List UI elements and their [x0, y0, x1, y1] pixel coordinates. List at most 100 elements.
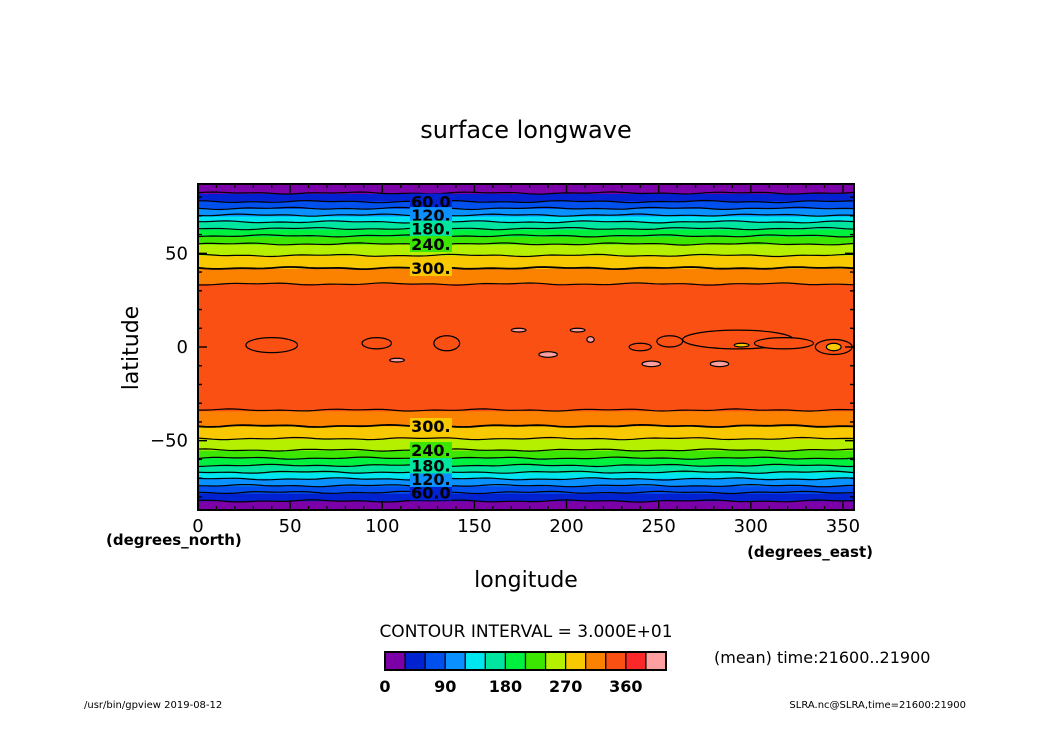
contour-300-s — [198, 423, 854, 428]
band--46 — [198, 431, 854, 434]
band--15 — [198, 373, 854, 376]
contour-label-180: 180. — [411, 220, 450, 239]
x-tick-label: 50 — [279, 516, 302, 537]
colorbar-swatch-240 — [544, 651, 567, 671]
band--76 — [198, 487, 854, 490]
band--7 — [198, 358, 854, 361]
anomaly-blob-6 — [753, 337, 815, 350]
band--20 — [198, 382, 854, 386]
band-52 — [198, 247, 854, 251]
band-76 — [198, 202, 854, 206]
footer-left: /usr/bin/gpview 2019-08-12 — [84, 700, 222, 711]
contour-label-bg — [409, 193, 452, 210]
band-83 — [198, 189, 854, 193]
band-40 — [198, 270, 854, 273]
band--8 — [198, 360, 854, 363]
band-32 — [198, 285, 854, 288]
anomaly-blob-8 — [825, 342, 842, 352]
band-24 — [198, 300, 854, 303]
x-tick-label: 350 — [826, 516, 860, 537]
contour-150-s — [198, 470, 854, 474]
anomaly-blob-2 — [433, 335, 461, 352]
colorbar-swatch-90 — [444, 651, 466, 671]
band-54 — [198, 243, 854, 247]
anomaly-blob-10 — [538, 351, 558, 358]
contour-label-300: 300. — [411, 259, 450, 278]
band--12 — [198, 367, 854, 371]
band--48 — [198, 435, 854, 438]
band--18 — [198, 378, 854, 382]
band-64 — [198, 225, 854, 228]
contour-180-n — [198, 226, 854, 231]
band--6 — [198, 356, 854, 359]
band-61 — [198, 230, 854, 234]
anomaly-blob-1 — [361, 337, 393, 350]
band-81 — [198, 193, 854, 196]
band--79 — [198, 493, 854, 496]
band-41 — [198, 268, 854, 271]
band--40 — [198, 420, 854, 423]
colorbar-swatch-30 — [404, 651, 426, 671]
band--25 — [198, 391, 854, 395]
contour-240-n — [198, 242, 854, 246]
x-tick-label: 300 — [734, 516, 768, 537]
band--22 — [198, 386, 854, 389]
band-85 — [198, 185, 854, 189]
colorbar-tick-label: 90 — [434, 677, 456, 696]
colorbar-tick-label: 180 — [489, 677, 522, 696]
band--50 — [198, 438, 854, 442]
band-11 — [198, 324, 854, 327]
contour-label-bg — [409, 207, 452, 224]
colorbar-swatch-210 — [524, 651, 547, 671]
band-0 — [198, 345, 854, 348]
x-tick-label: 150 — [457, 516, 491, 537]
band--84 — [198, 502, 854, 505]
contour-label-180: 180. — [411, 456, 450, 475]
band--3 — [198, 350, 854, 354]
band--27 — [198, 395, 854, 399]
band--19 — [198, 380, 854, 384]
band-36 — [198, 277, 854, 281]
colorbar-swatch-60 — [424, 651, 446, 671]
contour-label-120: 120. — [411, 206, 450, 225]
colorbar-swatch-120 — [464, 651, 486, 671]
band--23 — [198, 388, 854, 391]
band--38 — [198, 416, 854, 419]
contour-330-s — [198, 408, 854, 412]
x-unit-label: (degrees_east) — [747, 543, 873, 561]
band-84 — [198, 187, 854, 191]
band--55 — [198, 448, 854, 451]
contour-270-n — [198, 253, 854, 258]
band--86 — [198, 506, 854, 509]
x-axis-label: longitude — [474, 568, 578, 593]
band-39 — [198, 272, 854, 275]
contour-90-s — [198, 483, 854, 488]
contour-interval-text: CONTOUR INTERVAL = 3.000E+01 — [379, 622, 672, 642]
band-1 — [198, 343, 854, 346]
contour-60-s — [198, 490, 854, 495]
colorbar-swatch-300 — [585, 651, 607, 671]
x-tick-label: 100 — [365, 516, 399, 537]
contour-label-120: 120. — [411, 470, 450, 489]
band-29 — [198, 290, 854, 294]
contour-240-s — [198, 448, 854, 452]
band-27 — [198, 294, 854, 298]
y-unit-label: (degrees_north) — [106, 531, 242, 549]
contour-120-n — [198, 213, 854, 217]
band-51 — [198, 249, 854, 253]
band--53 — [198, 444, 854, 447]
band--80 — [198, 495, 854, 498]
band--9 — [198, 361, 854, 365]
contour-label-bg — [409, 442, 452, 459]
band--54 — [198, 446, 854, 449]
band--26 — [198, 393, 854, 397]
contour-label-240: 240. — [411, 235, 450, 254]
colorbar-swatch-270 — [565, 651, 587, 671]
contour-60-n — [198, 199, 854, 204]
band-6 — [198, 333, 854, 337]
band-31 — [198, 287, 854, 290]
contour-210-s — [198, 456, 854, 460]
band--13 — [198, 369, 854, 372]
band-8 — [198, 330, 854, 333]
